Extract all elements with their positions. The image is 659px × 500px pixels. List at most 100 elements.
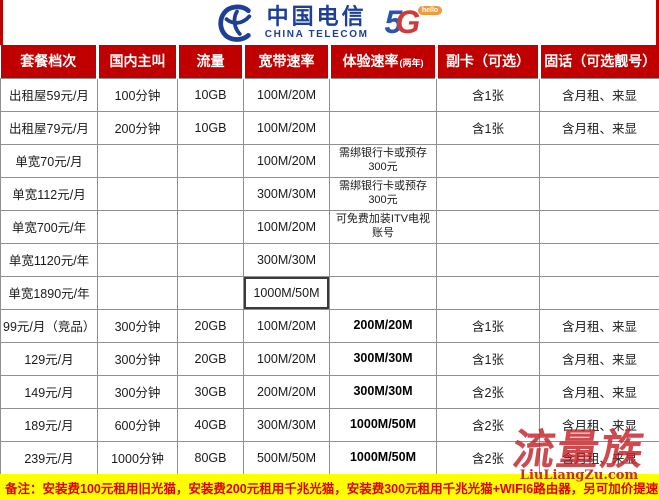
cell-data: 10GB <box>177 77 244 112</box>
col-experience: 体验速率(两年) <box>328 45 437 78</box>
table-row: 单宽112元/月 300M/30M 需绑银行卡或预存300元 <box>0 176 659 211</box>
cell-landline: 含月租、来显 <box>539 110 659 145</box>
footnote-bar: 备注：安装费100元租用旧光猫，安装费200元租用千兆光猫，安装费300元租用千… <box>0 474 659 500</box>
table-body: 出租屋59元/月 100分钟 10GB 100M/20M 含1张 含月租、来显 出租屋79元… <box>0 77 659 475</box>
cell-calls: 200分钟 <box>97 110 178 145</box>
cell-tier: 99元/月（竞品） <box>0 308 98 343</box>
cell-data <box>177 209 244 244</box>
table-row: 单宽1890元/年 1000M/50M <box>0 275 659 310</box>
cell-data: 30GB <box>177 374 244 409</box>
cell-landline <box>539 275 659 310</box>
col-subcard: 副卡（可选） <box>435 45 540 78</box>
cell-subcard: 含2张 <box>436 374 540 409</box>
table-row: 出租屋59元/月 100分钟 10GB 100M/20M 含1张 含月租、来显 <box>0 77 659 112</box>
selected-cell[interactable]: 1000M/50M <box>243 275 330 310</box>
cell-calls <box>97 209 178 244</box>
table-row: 189元/月 600分钟 40GB 300M/30M 1000M/50M 含2张 含月租、来… <box>0 407 659 442</box>
cell-tier: 239元/月 <box>0 440 98 475</box>
cell-tier: 149元/月 <box>0 374 98 409</box>
cell-broadband: 500M/50M <box>243 440 330 475</box>
table-row: 单宽700元/年 100M/20M 可免费加装ITV电视账号 <box>0 209 659 244</box>
cell-tier: 单宽112元/月 <box>0 176 98 211</box>
cell-experience <box>329 275 437 310</box>
col-landline: 固话（可选靓号） <box>538 45 659 78</box>
cell-experience: 需绑银行卡或预存300元 <box>329 143 437 178</box>
brand-text: 中国电信 CHINA TELECOM <box>264 3 369 40</box>
cell-subcard: 含1张 <box>436 77 540 112</box>
cell-tier: 189元/月 <box>0 407 98 442</box>
cell-calls <box>97 242 178 277</box>
cell-experience: 可免费加装ITV电视账号 <box>329 209 437 244</box>
cell-broadband: 300M/30M <box>243 407 330 442</box>
cell-tier: 单宽1890元/年 <box>0 275 98 310</box>
cell-subcard: 含1张 <box>436 308 540 343</box>
col-calls: 国内主叫 <box>96 45 178 78</box>
hello-badge: hello <box>417 6 443 15</box>
table-row: 单宽70元/月 100M/20M 需绑银行卡或预存300元 <box>0 143 659 178</box>
cell-experience: 1000M/50M <box>329 407 437 442</box>
cell-broadband: 100M/20M <box>243 341 330 376</box>
cell-experience: 300M/30M <box>329 341 437 376</box>
cell-landline <box>539 242 659 277</box>
cell-landline: 含月租、来显 <box>539 440 659 475</box>
brand-name-cn: 中国电信 <box>266 3 367 29</box>
cell-experience <box>329 77 437 112</box>
tariff-table: 套餐档次 国内主叫 流量 宽带速率 体验速率(两年) 副卡（可选） 固话（可选靓号） 出租屋… <box>0 45 659 475</box>
cell-broadband: 300M/30M <box>243 176 330 211</box>
col-tier: 套餐档次 <box>0 45 98 78</box>
cell-calls: 1000分钟 <box>97 440 178 475</box>
cell-calls: 300分钟 <box>97 308 178 343</box>
5g-logo-five: 5 <box>384 4 403 40</box>
table-row: 出租屋79元/月 200分钟 10GB 100M/20M 含1张 含月租、来显 <box>0 110 659 145</box>
table-row: 单宽1120元/年 300M/30M <box>0 242 659 277</box>
cell-tier: 单宽70元/月 <box>0 143 98 178</box>
cell-experience <box>329 110 437 145</box>
5g-hello-logo: 5 G hello <box>385 4 443 41</box>
cell-data <box>177 275 244 310</box>
cell-experience: 需绑银行卡或预存300元 <box>329 176 437 211</box>
cell-broadband: 100M/20M <box>243 209 330 244</box>
5g-logo-g: G <box>395 4 421 40</box>
cell-broadband: 100M/20M <box>243 308 330 343</box>
cell-broadband: 100M/20M <box>243 143 330 178</box>
cell-data: 10GB <box>177 110 244 145</box>
cell-subcard <box>436 275 540 310</box>
cell-broadband: 300M/30M <box>243 242 330 277</box>
cell-experience: 1000M/50M <box>329 440 437 475</box>
cell-broadband: 200M/20M <box>243 374 330 409</box>
cell-calls: 300分钟 <box>97 374 178 409</box>
table-header: 套餐档次 国内主叫 流量 宽带速率 体验速率(两年) 副卡（可选） 固话（可选靓号） <box>0 45 659 78</box>
cell-tier: 单宽700元/年 <box>0 209 98 244</box>
cell-calls: 100分钟 <box>97 77 178 112</box>
cell-tier: 单宽1120元/年 <box>0 242 98 277</box>
cell-data: 80GB <box>177 440 244 475</box>
cell-landline: 含月租、来显 <box>539 77 659 112</box>
cell-landline: 含月租、来显 <box>539 374 659 409</box>
cell-experience: 300M/30M <box>329 374 437 409</box>
col-data: 流量 <box>176 45 244 78</box>
cell-subcard <box>436 242 540 277</box>
logo-band: 中国电信 CHINA TELECOM 5 G hello <box>0 0 659 45</box>
cell-landline: 含月租、来显 <box>539 407 659 442</box>
footnote-text: 备注：安装费100元租用旧光猫，安装费200元租用千兆光猫，安装费300元租用千… <box>5 481 659 496</box>
cell-experience <box>329 242 437 277</box>
cell-calls: 300分钟 <box>97 341 178 376</box>
table-row: 129元/月 300分钟 20GB 100M/20M 300M/30M 含1张 含月租、来显 <box>0 341 659 376</box>
cell-data: 20GB <box>177 341 244 376</box>
cell-landline <box>539 143 659 178</box>
cell-experience: 200M/20M <box>329 308 437 343</box>
cell-calls: 600分钟 <box>97 407 178 442</box>
cell-data <box>177 242 244 277</box>
brand-name-en: CHINA TELECOM <box>264 28 369 40</box>
cell-subcard: 含2张 <box>436 440 540 475</box>
cell-landline <box>539 209 659 244</box>
cell-subcard <box>436 209 540 244</box>
cell-subcard <box>436 176 540 211</box>
cell-calls <box>97 275 178 310</box>
cell-landline: 含月租、来显 <box>539 341 659 376</box>
col-broadband: 宽带速率 <box>242 45 330 78</box>
cell-broadband: 100M/20M <box>243 110 330 145</box>
cell-subcard <box>436 143 540 178</box>
cell-tier: 129元/月 <box>0 341 98 376</box>
